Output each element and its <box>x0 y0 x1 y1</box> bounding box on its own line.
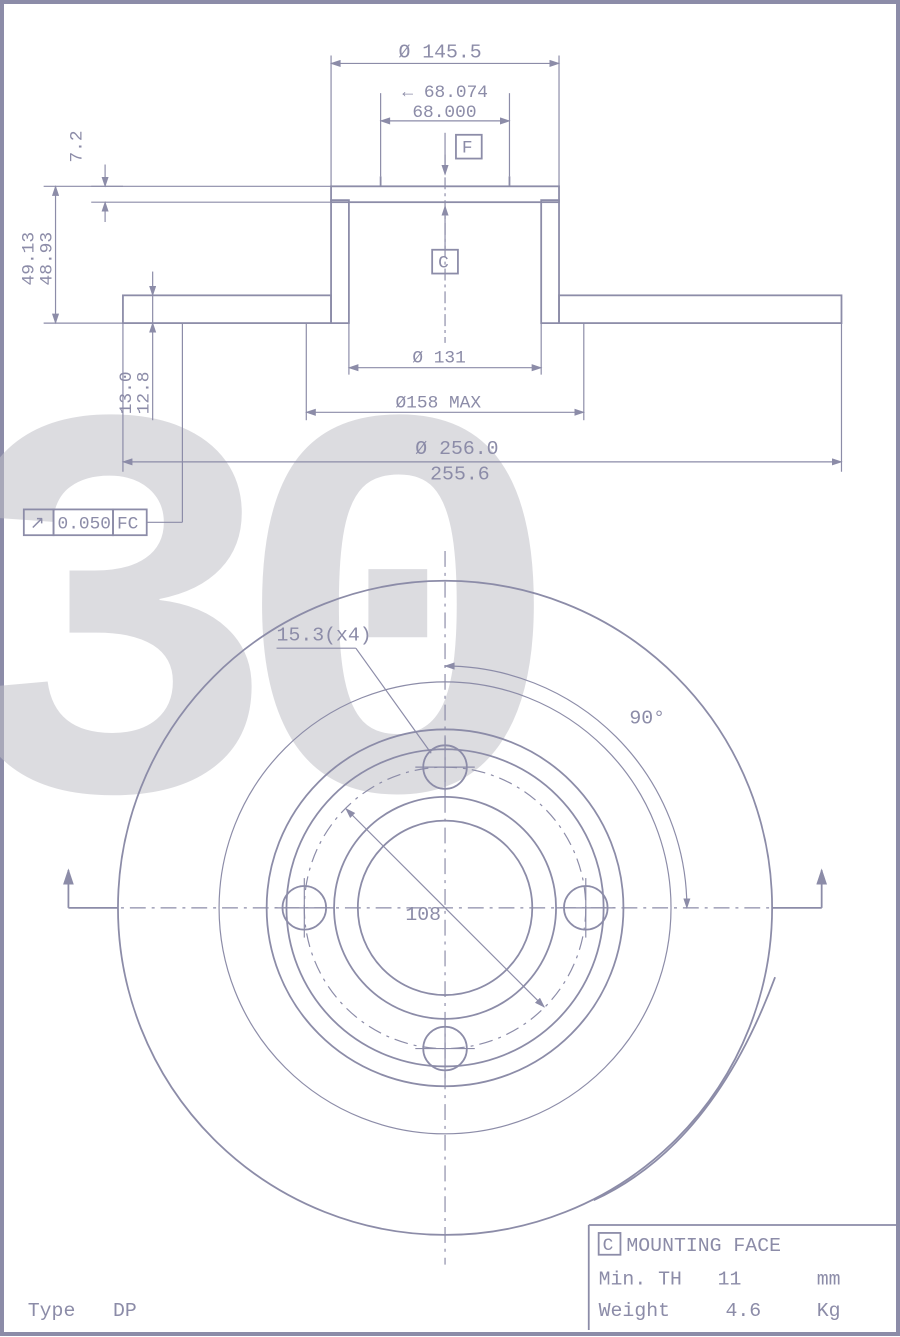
svg-text:0.050: 0.050 <box>58 514 112 534</box>
dim-thk-lower: 12.8 <box>135 371 155 414</box>
section-arrow-left <box>68 870 118 908</box>
weight-unit: Kg <box>817 1299 841 1322</box>
type-value: DP <box>113 1299 137 1322</box>
dim-flange-thk: 7.2 <box>67 130 87 162</box>
min-th-label: Min. TH <box>599 1267 682 1290</box>
drawing-canvas: Ø 145.5 ← 68.074 68.000 F C 7.2 49.13 48… <box>4 4 896 1332</box>
mounting-datum: C <box>603 1236 614 1256</box>
face-view: 15.3(x4) 108 90° <box>68 551 821 1265</box>
dim-overall-upper: Ø 256.0 <box>415 437 498 460</box>
dim-outer-dia: Ø 145.5 <box>398 40 481 63</box>
datum-c: C <box>438 254 449 274</box>
svg-text:↗: ↗ <box>30 514 45 534</box>
hole-callout: 15.3(x4) <box>277 623 372 646</box>
angle: 90° <box>629 707 665 730</box>
weight-label: Weight <box>599 1299 670 1322</box>
type-label: Type <box>28 1299 76 1322</box>
section-view: Ø 145.5 ← 68.074 68.000 F C 7.2 49.13 48… <box>20 40 842 535</box>
bcd: 108 <box>405 903 441 926</box>
title-block: C MOUNTING FACE Min. TH 11 mm Weight 4.6… <box>28 1225 896 1330</box>
fcf-frame: ↗ 0.050 FC <box>24 323 183 535</box>
svg-text:FC: FC <box>117 514 138 534</box>
section-arrow-right <box>772 870 822 908</box>
dim-inner-dia: Ø 131 <box>412 349 466 369</box>
min-th-unit: mm <box>817 1267 841 1290</box>
dim-bore-lower: 68.000 <box>412 103 476 123</box>
dim-bore-upper: ← 68.074 <box>402 83 488 103</box>
dim-max-dia: Ø158 MAX <box>395 393 481 413</box>
dim-overall-lower: 255.6 <box>430 463 489 486</box>
min-th-value: 11 <box>718 1267 742 1290</box>
weight-value: 4.6 <box>726 1299 762 1322</box>
datum-f: F <box>462 139 473 159</box>
mounting-face: MOUNTING FACE <box>626 1234 781 1257</box>
dim-h-lower: 48.93 <box>38 232 58 286</box>
